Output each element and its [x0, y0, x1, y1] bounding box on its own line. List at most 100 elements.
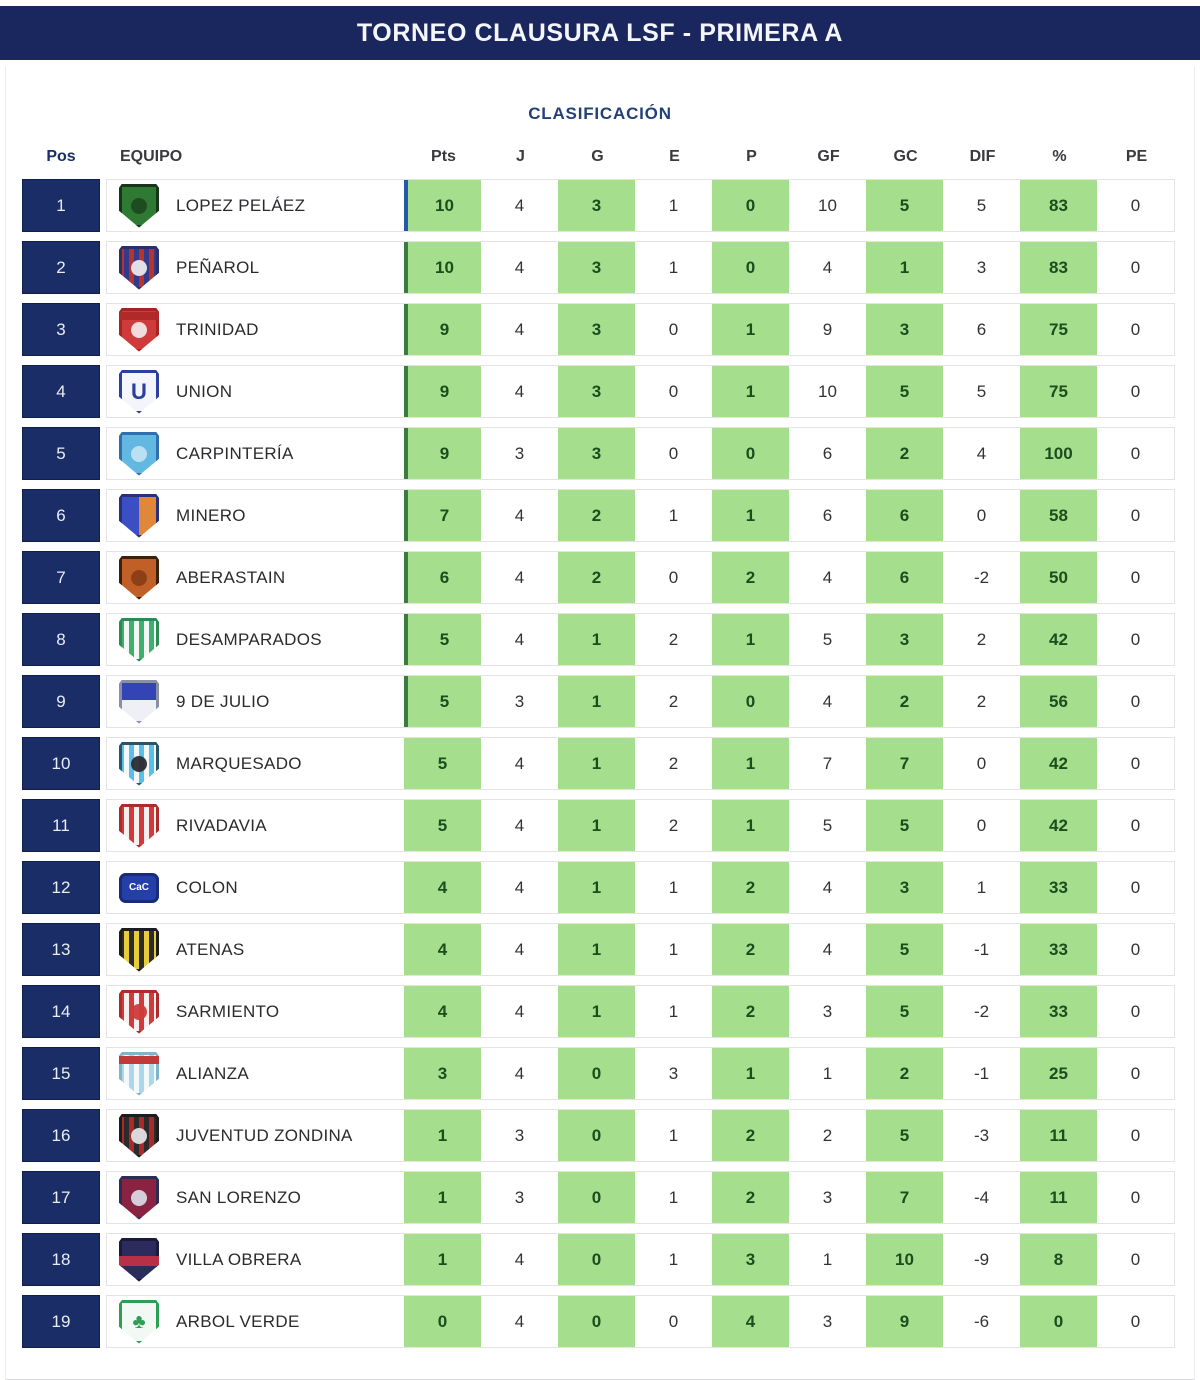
stat-j: 4: [514, 567, 525, 587]
team-cell: DESAMPARADOS: [107, 614, 404, 665]
position-cell: 6: [22, 489, 100, 542]
team-name: ALIANZA: [176, 1063, 249, 1083]
badge-9-de-julio-icon: [119, 679, 159, 724]
badge-emblem: [131, 755, 147, 772]
stat-dif: 4: [976, 443, 987, 463]
stat-j: 4: [514, 1001, 525, 1021]
stat-gc: 6: [866, 490, 943, 541]
badge-emblem: [131, 569, 147, 586]
col-header-gc: GC: [893, 148, 918, 165]
stat-pts: 4: [404, 986, 481, 1037]
stat-p: 2: [712, 862, 789, 913]
badge-alianza-icon: [119, 1051, 159, 1096]
team-name: SARMIENTO: [176, 1001, 280, 1021]
col-header-pos: Pos: [46, 148, 76, 165]
team-cell: MINERO: [107, 490, 404, 541]
stat-j: 3: [514, 1125, 525, 1145]
stat-gf: 2: [822, 1125, 833, 1145]
stat-pe: 0: [1130, 753, 1141, 773]
stat-g: 0: [558, 1234, 635, 1285]
team-row-card: ATENAS 4 4 1 1 2 4 5 -1 33 0: [106, 923, 1175, 976]
team-name: MARQUESADO: [176, 753, 302, 773]
stat-gc: 6: [866, 552, 943, 603]
badge-glyph: U: [131, 378, 147, 404]
position-cell: 11: [22, 799, 100, 852]
position-cell: 19: [22, 1295, 100, 1348]
stat-pts: 9: [404, 304, 481, 355]
stat-dif: 6: [976, 319, 987, 339]
stat-e: 2: [668, 691, 679, 711]
stat-e: 1: [668, 257, 679, 277]
stat-gf: 10: [818, 195, 837, 215]
stat-j: 4: [514, 877, 525, 897]
stat-pct: 58: [1020, 490, 1097, 541]
stat-dif: 0: [976, 753, 987, 773]
col-header-p: P: [746, 148, 757, 165]
stat-p: 1: [712, 614, 789, 665]
stat-p: 1: [712, 800, 789, 851]
team-row-card: MINERO 7 4 2 1 1 6 6 0 58 0: [106, 489, 1175, 542]
stat-dif: -3: [973, 1125, 990, 1145]
stat-dif: 3: [976, 257, 987, 277]
stat-p: 1: [712, 1048, 789, 1099]
stat-p: 1: [712, 304, 789, 355]
table-row: 6 MINERO 7 4 2 1 1 6 6 0 58 0: [22, 489, 1175, 542]
col-header-dif: DIF: [969, 148, 996, 165]
stat-gc: 5: [866, 800, 943, 851]
stat-pct: 50: [1020, 552, 1097, 603]
stat-dif: 0: [976, 505, 987, 525]
table-row: 14 SARMIENTO 4 4 1 1 2 3 5 -2 33 0: [22, 985, 1175, 1038]
stat-p: 2: [712, 986, 789, 1037]
position-cell: 18: [22, 1233, 100, 1286]
team-name: ATENAS: [176, 939, 245, 959]
stat-pts: 10: [404, 242, 481, 293]
stat-g: 2: [558, 552, 635, 603]
stat-j: 4: [514, 939, 525, 959]
col-header-equipo: EQUIPO: [120, 148, 183, 165]
stat-gc: 2: [866, 428, 943, 479]
stat-pts: 5: [404, 676, 481, 727]
stat-gf: 4: [822, 257, 833, 277]
table-row: 8 DESAMPARADOS 5 4 1 2 1 5 3 2 42 0: [22, 613, 1175, 666]
badge-band: [119, 1055, 159, 1064]
position-cell: 14: [22, 985, 100, 1038]
stat-e: 1: [668, 1187, 679, 1207]
standings-page: TORNEO CLAUSURA LSF - PRIMERA A CLASIFIC…: [0, 6, 1200, 1380]
position-cell: 4: [22, 365, 100, 418]
position-cell: 12: [22, 861, 100, 914]
team-row-card: SARMIENTO 4 4 1 1 2 3 5 -2 33 0: [106, 985, 1175, 1038]
team-name: VILLA OBRERA: [176, 1249, 302, 1269]
stat-p: 0: [712, 242, 789, 293]
page-title: TORNEO CLAUSURA LSF - PRIMERA A: [356, 18, 844, 47]
stat-gf: 5: [822, 629, 833, 649]
stat-g: 0: [558, 1110, 635, 1161]
stat-gf: 3: [822, 1311, 833, 1331]
table-row: 7 ABERASTAIN 6 4 2 0 2 4 6 -2 50 0: [22, 551, 1175, 604]
badge-emblem: [131, 259, 147, 276]
stat-dif: -1: [973, 939, 990, 959]
table-row: 3 TRINIDAD 9 4 3 0 1 9 3 6 75 0: [22, 303, 1175, 356]
stat-gf: 7: [822, 753, 833, 773]
stat-j: 4: [514, 1063, 525, 1083]
stat-gc: 5: [866, 180, 943, 231]
badge-carpinteria-icon: [119, 431, 159, 476]
stat-pe: 0: [1130, 257, 1141, 277]
stat-j: 4: [514, 319, 525, 339]
team-cell: ♣ ARBOL VERDE: [107, 1296, 404, 1347]
stat-pct: 33: [1020, 862, 1097, 913]
position-cell: 8: [22, 613, 100, 666]
stat-dif: 5: [976, 195, 987, 215]
stat-gc: 5: [866, 366, 943, 417]
badge-union-icon: U: [119, 369, 159, 414]
badge-rivadavia-icon: [119, 803, 159, 848]
stat-pts: 1: [404, 1172, 481, 1223]
stat-e: 2: [668, 629, 679, 649]
stat-j: 3: [514, 691, 525, 711]
stat-g: 1: [558, 614, 635, 665]
stat-gf: 3: [822, 1001, 833, 1021]
stat-e: 1: [668, 1125, 679, 1145]
col-header-g: G: [591, 148, 604, 165]
stat-pct: 11: [1020, 1172, 1097, 1223]
stat-dif: -1: [973, 1063, 990, 1083]
stat-pct: 42: [1020, 614, 1097, 665]
